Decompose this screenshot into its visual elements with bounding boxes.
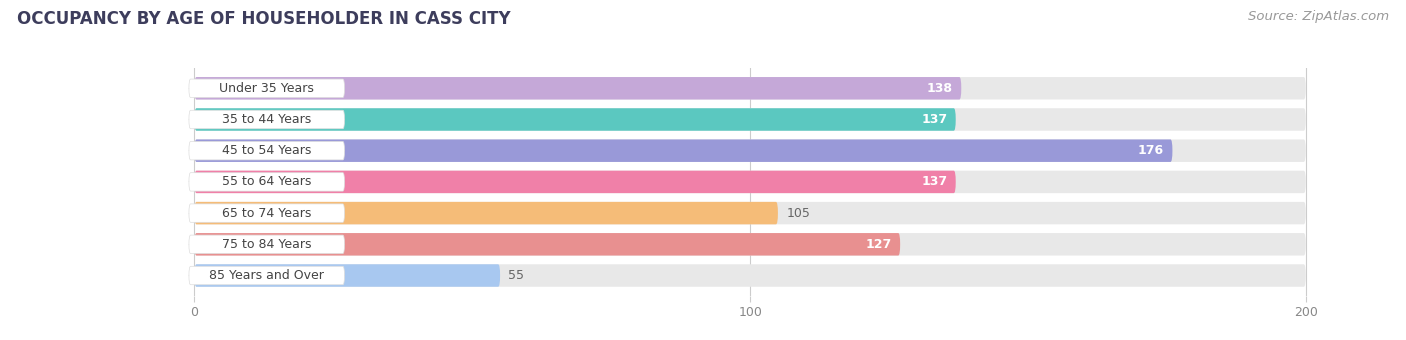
FancyBboxPatch shape: [194, 108, 1306, 131]
Text: 65 to 74 Years: 65 to 74 Years: [222, 207, 311, 220]
FancyBboxPatch shape: [194, 202, 1306, 224]
FancyBboxPatch shape: [194, 139, 1173, 162]
FancyBboxPatch shape: [188, 79, 344, 98]
Text: 127: 127: [866, 238, 891, 251]
Text: 138: 138: [927, 82, 953, 95]
FancyBboxPatch shape: [194, 77, 1306, 100]
FancyBboxPatch shape: [188, 173, 344, 191]
Text: OCCUPANCY BY AGE OF HOUSEHOLDER IN CASS CITY: OCCUPANCY BY AGE OF HOUSEHOLDER IN CASS …: [17, 10, 510, 28]
FancyBboxPatch shape: [194, 233, 900, 256]
Text: 35 to 44 Years: 35 to 44 Years: [222, 113, 311, 126]
Text: Under 35 Years: Under 35 Years: [219, 82, 314, 95]
FancyBboxPatch shape: [194, 264, 1306, 287]
Text: 137: 137: [921, 175, 948, 188]
FancyBboxPatch shape: [194, 139, 1306, 162]
FancyBboxPatch shape: [188, 141, 344, 160]
Text: 176: 176: [1137, 144, 1164, 157]
FancyBboxPatch shape: [194, 171, 1306, 193]
FancyBboxPatch shape: [194, 171, 956, 193]
Text: 105: 105: [786, 207, 810, 220]
FancyBboxPatch shape: [188, 266, 344, 285]
Text: Source: ZipAtlas.com: Source: ZipAtlas.com: [1249, 10, 1389, 23]
FancyBboxPatch shape: [188, 204, 344, 222]
Text: 45 to 54 Years: 45 to 54 Years: [222, 144, 311, 157]
FancyBboxPatch shape: [194, 108, 956, 131]
Text: 75 to 84 Years: 75 to 84 Years: [222, 238, 312, 251]
FancyBboxPatch shape: [194, 77, 962, 100]
Text: 55 to 64 Years: 55 to 64 Years: [222, 175, 311, 188]
FancyBboxPatch shape: [188, 235, 344, 254]
Text: 85 Years and Over: 85 Years and Over: [209, 269, 325, 282]
Text: 55: 55: [509, 269, 524, 282]
Text: 137: 137: [921, 113, 948, 126]
FancyBboxPatch shape: [194, 233, 1306, 256]
FancyBboxPatch shape: [194, 264, 501, 287]
FancyBboxPatch shape: [194, 202, 778, 224]
FancyBboxPatch shape: [188, 110, 344, 129]
